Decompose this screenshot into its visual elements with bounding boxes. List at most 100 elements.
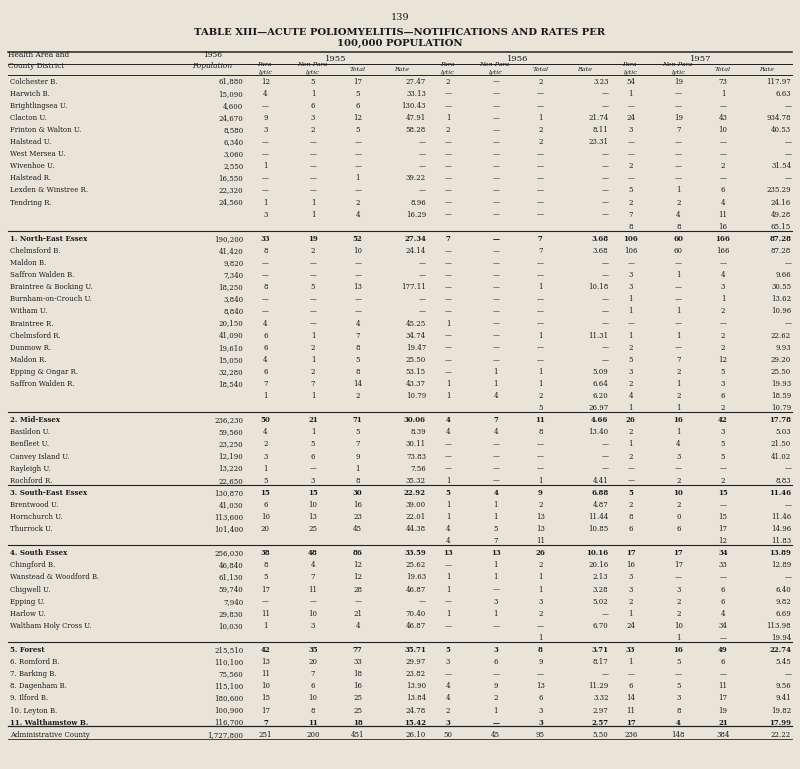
Text: 1: 1	[311, 392, 315, 400]
Text: —: —	[419, 187, 426, 195]
Text: 71: 71	[353, 416, 362, 424]
Text: —: —	[627, 102, 634, 110]
Text: —: —	[492, 259, 499, 267]
Text: 20: 20	[309, 658, 318, 666]
Text: —: —	[492, 175, 499, 182]
Text: —: —	[445, 598, 451, 606]
Text: 6: 6	[355, 102, 360, 110]
Text: 2: 2	[629, 162, 633, 170]
Text: 73.83: 73.83	[406, 452, 426, 461]
Text: —: —	[354, 295, 362, 303]
Text: 22.01: 22.01	[406, 513, 426, 521]
Text: 35.32: 35.32	[406, 477, 426, 484]
Text: —: —	[492, 452, 499, 461]
Text: —: —	[602, 211, 609, 218]
Text: —: —	[492, 78, 499, 85]
Text: —: —	[537, 622, 544, 630]
Text: 1: 1	[676, 187, 681, 195]
Text: —: —	[537, 102, 544, 110]
Text: 2: 2	[629, 380, 633, 388]
Text: —: —	[262, 259, 269, 267]
Text: 235.29: 235.29	[766, 187, 791, 195]
Text: 61,130: 61,130	[218, 574, 243, 581]
Text: —: —	[537, 441, 544, 448]
Text: 1956: 1956	[203, 52, 222, 59]
Text: 7: 7	[311, 574, 315, 581]
Text: 17.78: 17.78	[770, 416, 791, 424]
Text: —: —	[675, 259, 682, 267]
Text: 13.62: 13.62	[771, 295, 791, 303]
Text: 13.89: 13.89	[770, 549, 791, 558]
Text: Total: Total	[532, 67, 548, 72]
Text: —: —	[675, 671, 682, 678]
Text: 26.97: 26.97	[588, 404, 609, 412]
Text: 12: 12	[718, 538, 727, 545]
Text: —: —	[310, 308, 317, 315]
Text: 1955: 1955	[325, 55, 346, 63]
Text: 4: 4	[494, 392, 498, 400]
Text: 1: 1	[676, 308, 681, 315]
Text: 8: 8	[263, 247, 268, 255]
Text: 1: 1	[494, 574, 498, 581]
Text: 1: 1	[676, 404, 681, 412]
Text: 3: 3	[721, 428, 726, 436]
Text: 11.29: 11.29	[588, 682, 609, 691]
Text: 4: 4	[446, 428, 450, 436]
Text: 11: 11	[261, 671, 270, 678]
Text: 6.40: 6.40	[775, 585, 791, 594]
Text: —: —	[537, 319, 544, 328]
Text: 30.55: 30.55	[771, 283, 791, 291]
Text: —: —	[445, 671, 451, 678]
Text: 59,740: 59,740	[218, 585, 243, 594]
Text: —: —	[602, 175, 609, 182]
Text: 17: 17	[261, 707, 270, 714]
Text: 3: 3	[446, 718, 450, 727]
Text: 7: 7	[494, 538, 498, 545]
Text: —: —	[445, 247, 451, 255]
Text: 4: 4	[263, 319, 268, 328]
Text: 25: 25	[354, 707, 362, 714]
Text: Dunmow R.: Dunmow R.	[10, 344, 51, 351]
Text: 3: 3	[263, 452, 268, 461]
Text: 5.50: 5.50	[593, 731, 609, 739]
Text: 16,550: 16,550	[218, 175, 243, 182]
Text: Witham U.: Witham U.	[10, 308, 47, 315]
Text: 9: 9	[538, 658, 542, 666]
Text: 28: 28	[354, 585, 362, 594]
Text: 19: 19	[308, 235, 318, 243]
Text: —: —	[537, 308, 544, 315]
Text: Wivenhoe U.: Wivenhoe U.	[10, 162, 54, 170]
Text: 4: 4	[721, 198, 726, 207]
Text: 3: 3	[676, 452, 681, 461]
Text: 2: 2	[538, 78, 542, 85]
Text: —: —	[602, 90, 609, 98]
Text: 17: 17	[718, 525, 727, 533]
Text: 8.11: 8.11	[593, 126, 609, 134]
Text: —: —	[445, 283, 451, 291]
Text: 13: 13	[536, 525, 545, 533]
Text: 26: 26	[535, 549, 546, 558]
Text: 6: 6	[263, 331, 268, 340]
Text: 5: 5	[721, 368, 726, 376]
Text: 4.66: 4.66	[591, 416, 609, 424]
Text: 2: 2	[311, 126, 315, 134]
Text: Colchester B.: Colchester B.	[10, 78, 57, 85]
Text: 10: 10	[261, 513, 270, 521]
Text: —: —	[675, 102, 682, 110]
Text: 3: 3	[311, 622, 315, 630]
Text: —: —	[784, 138, 791, 146]
Text: 256,030: 256,030	[214, 549, 243, 558]
Text: —: —	[492, 247, 499, 255]
Text: 29,830: 29,830	[218, 610, 243, 618]
Text: Total: Total	[350, 67, 366, 72]
Text: 22.22: 22.22	[771, 731, 791, 739]
Text: Administrative County: Administrative County	[10, 731, 90, 739]
Text: 39.22: 39.22	[406, 175, 426, 182]
Text: 13.84: 13.84	[406, 694, 426, 702]
Text: 6. Romford B.: 6. Romford B.	[10, 658, 59, 666]
Text: 2: 2	[721, 344, 726, 351]
Text: Chelmsford R.: Chelmsford R.	[10, 331, 60, 340]
Text: 1: 1	[538, 368, 542, 376]
Text: Rayleigh U.: Rayleigh U.	[10, 464, 50, 473]
Text: 4: 4	[355, 211, 360, 218]
